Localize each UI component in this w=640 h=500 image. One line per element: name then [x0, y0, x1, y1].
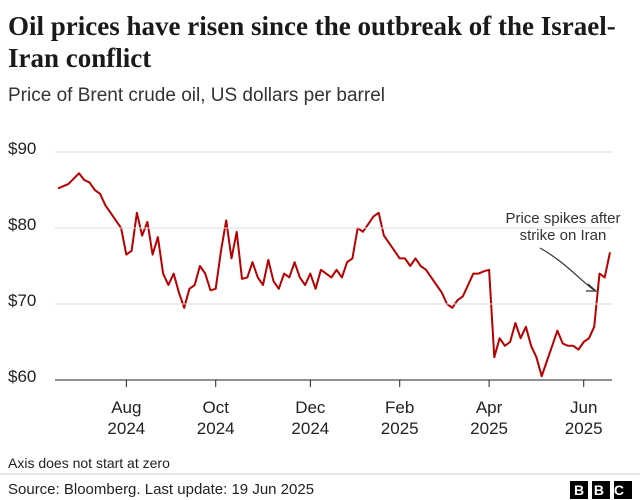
x-tick-label: Dec 2024	[291, 398, 330, 438]
x-tick-label: Oct 2024	[196, 398, 235, 438]
annotation: Price spikes after strike on Iran	[505, 210, 621, 244]
x-tick-label: Apr 2025	[470, 398, 508, 438]
subtitle: Price of Brent crude oil, US dollars per…	[8, 85, 385, 106]
y-tick-label: $60	[8, 367, 37, 386]
y-tick-label: $70	[8, 291, 37, 310]
logo: BBC	[574, 482, 634, 498]
chart-title: Oil prices have risen since the outbreak…	[8, 11, 616, 73]
x-tick-label: Jun 2025	[564, 398, 603, 438]
annotation-arrow	[539, 247, 595, 291]
price-line	[57, 172, 611, 378]
annotation-arrowhead	[586, 283, 598, 292]
x-tick-label: Aug 2024	[107, 398, 146, 438]
logo-box	[592, 481, 610, 499]
y-tick-label: $80	[8, 215, 37, 234]
logo-box	[614, 481, 632, 499]
x-tick-label: Feb 2025	[380, 398, 419, 438]
y-tick-label: $90	[8, 139, 37, 158]
source: Source: Bloomberg. Last update: 19 Jun 2…	[8, 481, 315, 498]
logo-box	[570, 481, 588, 499]
axis-note: Axis does not start at zero	[8, 455, 170, 471]
